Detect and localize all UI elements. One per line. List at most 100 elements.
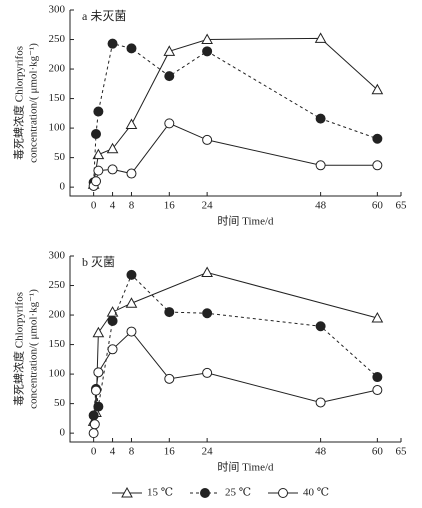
x-tick-label: 16 bbox=[164, 446, 176, 458]
data-point bbox=[126, 43, 137, 54]
data-point bbox=[91, 129, 102, 139]
data-point bbox=[93, 165, 104, 176]
data-point bbox=[91, 176, 102, 187]
y-tick-label: 250 bbox=[49, 279, 66, 291]
data-point bbox=[371, 311, 384, 323]
data-point bbox=[372, 133, 383, 144]
data-point bbox=[201, 266, 213, 278]
data-point bbox=[126, 168, 137, 179]
x-axis-label: 时间 Time/d bbox=[217, 215, 274, 228]
data-point bbox=[164, 307, 175, 318]
data-point bbox=[372, 372, 383, 383]
y-axis-label: 毒死蜱浓度 Chlorpyrifos bbox=[12, 292, 26, 406]
x-tick-label: 60 bbox=[372, 446, 384, 458]
data-point bbox=[372, 160, 383, 171]
series-line bbox=[93, 37, 378, 185]
data-point bbox=[315, 321, 326, 332]
y-tick-label: 50 bbox=[54, 151, 66, 163]
x-tick-label: 0 bbox=[91, 446, 97, 458]
legend: 15 ℃ 25 ℃ 40 ℃ bbox=[112, 487, 329, 499]
data-point bbox=[125, 297, 138, 308]
x-tick-label: 4 bbox=[110, 200, 116, 212]
data-point bbox=[107, 164, 118, 175]
series-line bbox=[93, 43, 378, 183]
legend-label: 15 ℃ bbox=[147, 487, 173, 499]
x-tick-label: 65 bbox=[396, 446, 408, 458]
y-tick-label: 200 bbox=[49, 309, 66, 321]
y-tick-label: 250 bbox=[49, 33, 66, 45]
legend-marker bbox=[121, 486, 133, 498]
y-tick-label: 0 bbox=[60, 427, 66, 439]
data-point bbox=[164, 71, 175, 82]
data-point bbox=[202, 367, 213, 378]
axes bbox=[69, 256, 401, 443]
data-point bbox=[372, 385, 383, 396]
data-point bbox=[164, 118, 175, 129]
data-point bbox=[126, 326, 137, 337]
x-tick-label: 65 bbox=[396, 200, 408, 212]
data-point bbox=[88, 428, 99, 439]
data-point bbox=[106, 306, 119, 317]
legend-marker bbox=[200, 488, 210, 498]
x-tick-label: 4 bbox=[110, 446, 116, 458]
y-axis-label: concentration/( μmol·kg⁻¹) bbox=[28, 289, 40, 409]
y-tick-label: 100 bbox=[49, 368, 66, 380]
data-point bbox=[93, 106, 104, 117]
series-line bbox=[93, 122, 378, 187]
legend-label: 40 ℃ bbox=[303, 487, 329, 499]
data-point bbox=[371, 83, 384, 95]
data-point bbox=[125, 118, 138, 130]
data-point bbox=[107, 38, 118, 49]
y-axis-label: 毒死蜱浓度 Chlorpyrifos bbox=[12, 46, 26, 160]
y-tick-label: 50 bbox=[54, 397, 66, 409]
x-tick-label: 8 bbox=[129, 446, 135, 458]
data-point bbox=[89, 419, 100, 430]
data-point bbox=[314, 32, 327, 43]
data-point bbox=[163, 45, 176, 56]
legend-label: 25 ℃ bbox=[225, 487, 251, 499]
data-point bbox=[202, 308, 213, 319]
series-line bbox=[93, 330, 378, 434]
data-point bbox=[107, 315, 118, 326]
data-point bbox=[92, 148, 105, 160]
y-tick-label: 200 bbox=[49, 63, 66, 75]
x-tick-label: 60 bbox=[372, 200, 384, 212]
data-point bbox=[107, 344, 118, 355]
data-point bbox=[92, 326, 105, 338]
data-point bbox=[93, 367, 104, 378]
legend-marker bbox=[278, 488, 288, 498]
x-tick-label: 48 bbox=[315, 200, 327, 212]
data-point bbox=[91, 385, 102, 396]
data-point bbox=[106, 142, 119, 154]
y-tick-label: 150 bbox=[49, 92, 66, 104]
data-point bbox=[202, 46, 213, 57]
data-point bbox=[88, 410, 99, 421]
x-axis-label: 时间 Time/d bbox=[217, 461, 274, 474]
x-tick-label: 0 bbox=[91, 200, 97, 212]
data-point bbox=[93, 401, 104, 412]
data-point bbox=[126, 269, 137, 280]
data-point bbox=[315, 160, 326, 171]
x-tick-label: 48 bbox=[315, 446, 327, 458]
data-point bbox=[315, 113, 326, 124]
y-tick-label: 100 bbox=[49, 122, 66, 134]
data-point bbox=[315, 397, 326, 408]
y-tick-label: 300 bbox=[49, 4, 66, 16]
data-point bbox=[164, 373, 175, 384]
y-tick-label: 300 bbox=[49, 250, 66, 262]
y-axis-label: concentration/( μmol·kg⁻¹) bbox=[28, 43, 40, 163]
panel-title: a 未灭菌 bbox=[82, 9, 126, 23]
x-tick-label: 24 bbox=[202, 446, 214, 458]
data-point bbox=[201, 33, 213, 45]
data-point bbox=[202, 134, 213, 145]
x-tick-label: 8 bbox=[129, 200, 135, 212]
y-tick-label: 0 bbox=[60, 181, 66, 193]
x-tick-label: 24 bbox=[202, 200, 214, 212]
panel-title: b 灭菌 bbox=[82, 255, 115, 269]
axes bbox=[69, 10, 401, 197]
series-line bbox=[93, 274, 378, 416]
y-tick-label: 150 bbox=[49, 338, 66, 350]
